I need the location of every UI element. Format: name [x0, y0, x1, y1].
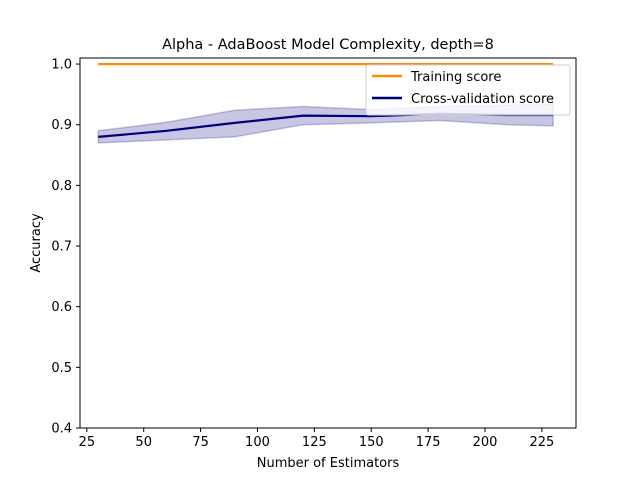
x-tick-label: 25: [79, 435, 96, 450]
x-axis-label: Number of Estimators: [257, 456, 400, 471]
y-tick-label: 0.5: [51, 361, 72, 376]
legend: Training score Cross-validation score: [365, 64, 571, 116]
y-tick-label: 1.0: [51, 58, 72, 73]
x-tick-label: 50: [135, 435, 152, 450]
plot-frame: [79, 57, 577, 429]
legend-label-training: Training score: [410, 70, 501, 85]
x-tick-label: 175: [416, 435, 441, 450]
x-tick-label: 75: [192, 435, 209, 450]
legend-box: [365, 64, 571, 116]
y-tick-label: 0.7: [51, 240, 72, 255]
x-tick-label: 100: [245, 435, 270, 450]
y-axis-label: Accuracy: [29, 213, 44, 273]
axes: 25 50 75 100 125 150 175 200 225 0.4 0.5 0.6 0.7 0.8 0…: [51, 57, 577, 450]
x-tick-label: 150: [359, 435, 384, 450]
y-tick-label: 0.8: [51, 179, 72, 194]
legend-label-cross-validation: Cross-validation score: [411, 92, 554, 107]
x-tick-label: 225: [529, 435, 554, 450]
y-tick-label: 0.4: [51, 422, 72, 437]
x-tick-label: 125: [302, 435, 327, 450]
y-tick-label: 0.6: [51, 300, 72, 315]
x-tick-label: 200: [473, 435, 498, 450]
y-tick-label: 0.9: [51, 118, 72, 133]
chart-title: Alpha - AdaBoost Model Complexity, depth…: [162, 37, 494, 53]
